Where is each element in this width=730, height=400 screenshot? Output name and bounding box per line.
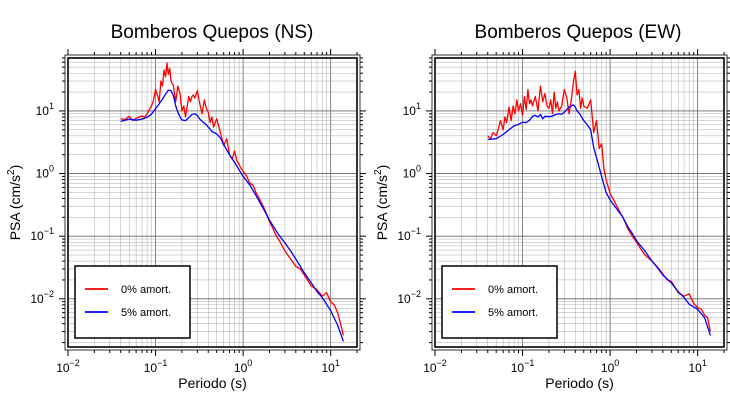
y-tick-label: 10−1 [30, 226, 54, 243]
series-line-blue [120, 89, 345, 342]
legend-label: 5% amort. [121, 307, 171, 319]
legend-label: 0% amort. [488, 284, 538, 296]
legend-box [441, 265, 558, 339]
legend: 0% amort. 5% amort. [441, 265, 558, 339]
x-tick-label: 10−2 [423, 358, 447, 375]
series-line-blue [487, 104, 712, 336]
ticks [59, 49, 366, 356]
y-axis-label: PSA (cm/s2) [6, 165, 23, 241]
y-axis-label: PSA (cm/s2) [373, 165, 390, 241]
y-tick-label: 101 [403, 101, 421, 118]
chart-panel-ns: 10−2 10−1 100 101 10−2 10−1 100 101 Bomberos Que… [6, 22, 366, 391]
y-tick-label: 10−2 [397, 289, 421, 306]
plot-frame-outer [431, 54, 728, 351]
x-axis-label: Periodo (s) [178, 375, 246, 391]
y-tick-label: 100 [36, 164, 54, 181]
x-tick-label: 10−1 [511, 358, 535, 375]
x-tick-label: 10−2 [56, 358, 80, 375]
legend-label: 0% amort. [121, 284, 171, 296]
legend-label: 5% amort. [488, 307, 538, 319]
chart-title: Bomberos Quepos (NS) [111, 22, 314, 43]
y-tick-label: 10−2 [30, 289, 54, 306]
legend: 0% amort. 5% amort. [74, 265, 191, 339]
legend-box [74, 265, 191, 339]
y-tick-label: 101 [36, 101, 54, 118]
x-axis-label: Periodo (s) [545, 375, 613, 391]
plot-frame [434, 57, 725, 348]
plot-frame [67, 57, 358, 348]
chart-title: Bomberos Quepos (EW) [475, 22, 682, 43]
x-tick-label: 100 [601, 358, 619, 375]
series-group [487, 70, 712, 336]
ticks [426, 49, 730, 356]
series-group [120, 62, 345, 342]
y-tick-label: 100 [403, 164, 421, 181]
chart-panel-ew: 10−2 10−1 100 101 10−2 10−1 100 101 Bomberos Que… [373, 22, 730, 391]
series-line-red [120, 62, 345, 336]
y-tick-label: 10−1 [397, 226, 421, 243]
x-tick-label: 10−1 [144, 358, 168, 375]
x-tick-label: 101 [321, 358, 339, 375]
x-tick-label: 101 [688, 358, 706, 375]
x-tick-label: 100 [234, 358, 252, 375]
plot-frame-outer [64, 54, 361, 351]
